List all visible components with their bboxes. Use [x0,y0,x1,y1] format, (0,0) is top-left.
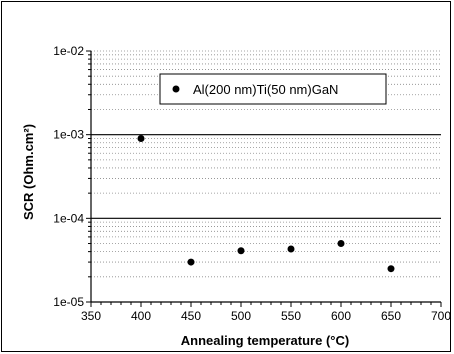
legend-marker [172,85,180,93]
x-tick-label: 350 [81,309,101,323]
y-tick-label: 1e-05 [53,295,84,309]
x-tick-label: 600 [331,309,351,323]
x-tick-label: 450 [181,309,201,323]
x-tick-label: 650 [381,309,401,323]
x-tick-label: 400 [131,309,151,323]
y-tick-label: 1e-02 [53,44,84,58]
ticks: 1e-05 1e-04 1e-03 1e-02 350 400 450 500 550 600 65… [53,44,451,323]
x-tick-label: 500 [231,309,251,323]
data-point [237,247,245,255]
data-point [387,265,395,273]
y-tick-label: 1e-03 [53,128,84,142]
y-axis-title: SCR (Ohm.cm²) [21,124,36,220]
data-point [287,245,295,253]
axes [90,51,441,303]
x-axis-title: Annealing temperature (°C) [181,333,349,348]
data-point [187,258,195,266]
legend-box [159,73,387,105]
data-point [137,134,145,142]
data-points [137,134,395,273]
x-tick-label: 550 [281,309,301,323]
data-point [337,240,345,248]
y-tick-label: 1e-04 [53,211,84,225]
x-tick-label: 700 [431,309,451,323]
legend: Al(200 nm)Ti(50 nm)GaN [159,73,387,105]
legend-label: Al(200 nm)Ti(50 nm)GaN [193,82,338,97]
